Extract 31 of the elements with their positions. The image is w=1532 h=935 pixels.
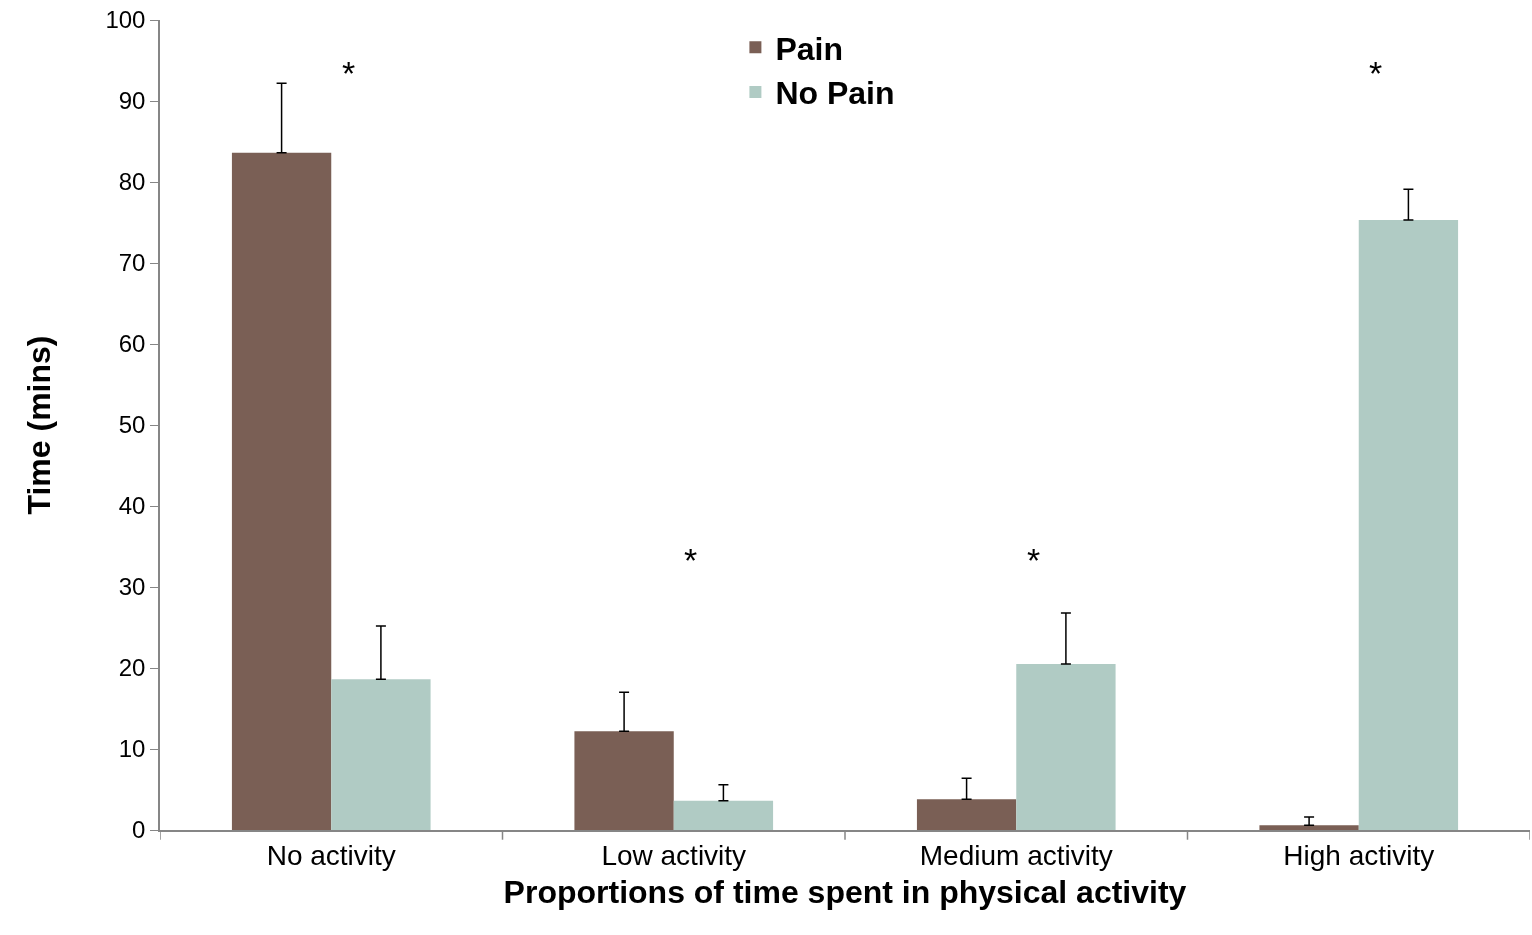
y-tick-label: 60 <box>118 330 146 358</box>
bar <box>1358 220 1459 830</box>
x-tick-label: Medium activity <box>919 840 1113 872</box>
y-tick-label: 80 <box>118 168 146 196</box>
bar <box>916 799 1017 830</box>
bar <box>673 800 774 830</box>
annotation: * <box>684 541 698 579</box>
y-tick-label: 40 <box>118 492 146 520</box>
y-tick-label: 30 <box>118 573 146 601</box>
y-tick-label: 50 <box>118 411 146 439</box>
bar <box>331 679 431 830</box>
x-tick-label: No activity <box>266 840 396 872</box>
x-tick-label: High activity <box>1283 840 1435 872</box>
y-axis-title: Time (mins) <box>21 335 58 515</box>
x-axis-title: Proportions of time spent in physical activity <box>503 873 1187 910</box>
bar <box>1016 663 1116 830</box>
legend-label: No Pain <box>775 75 895 112</box>
bar <box>231 152 332 830</box>
bar <box>1259 825 1359 830</box>
annotation: * <box>1369 54 1383 92</box>
y-tick-label: 70 <box>118 249 146 277</box>
y-tick-label: 0 <box>132 816 146 844</box>
y-tick-label: 20 <box>118 654 146 682</box>
y-tick-label: 90 <box>118 87 146 115</box>
annotation: * <box>1027 541 1041 579</box>
annotation: * <box>342 54 356 92</box>
bar <box>574 731 674 830</box>
legend-label: Pain <box>775 30 843 67</box>
x-tick-label: Low activity <box>601 840 747 872</box>
y-tick-label: 10 <box>118 735 146 763</box>
y-tick-label: 100 <box>105 6 146 34</box>
